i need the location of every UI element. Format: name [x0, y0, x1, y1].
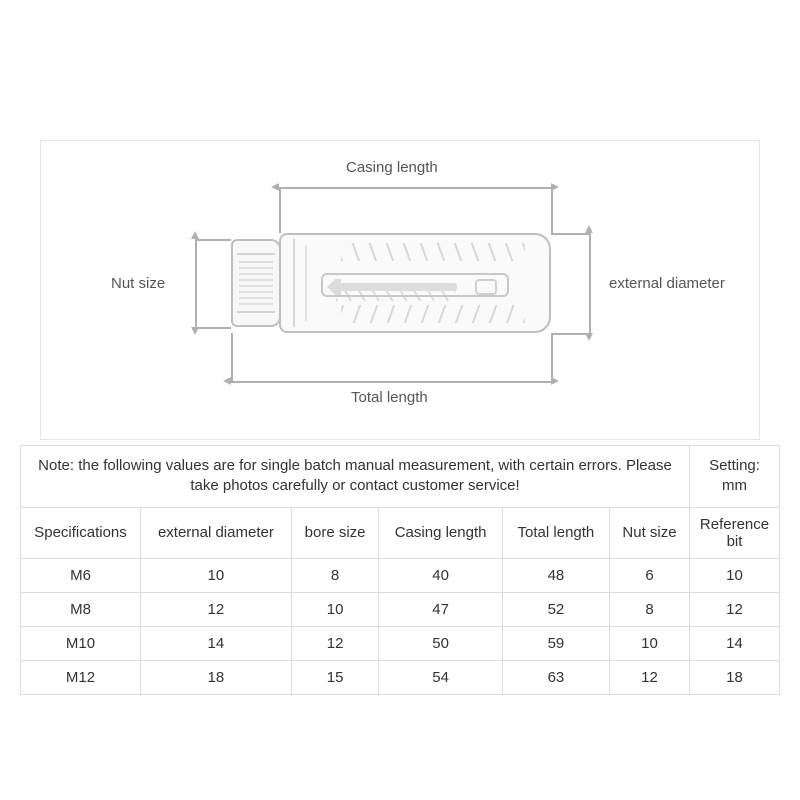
cell-total: 63 — [502, 660, 609, 694]
cell-extdia: 10 — [141, 558, 292, 592]
cell-bore: 8 — [291, 558, 379, 592]
dim-arrow-nut-u — [191, 231, 199, 239]
cell-spec: M8 — [21, 592, 141, 626]
cell-nut: 12 — [610, 660, 690, 694]
dim-arrow-casing-l — [271, 183, 279, 191]
cell-extdia: 14 — [141, 626, 292, 660]
spec-table: Note: the following values are for singl… — [20, 445, 780, 695]
dim-ext-nut-b — [195, 327, 231, 329]
dim-line-casing — [279, 187, 551, 189]
casing-stop — [475, 279, 497, 295]
cell-extdia: 18 — [141, 660, 292, 694]
cell-casing: 50 — [379, 626, 502, 660]
th-bore: bore size — [291, 507, 379, 558]
th-extdia: external diameter — [141, 507, 292, 558]
th-nut: Nut size — [610, 507, 690, 558]
table-row: M8 12 10 47 52 8 12 — [21, 592, 780, 626]
dim-line-nut — [195, 239, 197, 327]
th-refbit: Reference bit — [690, 507, 780, 558]
dim-ext-extdia-t — [551, 233, 589, 235]
dim-arrow-total-l — [223, 377, 231, 385]
th-spec: Specifications — [21, 507, 141, 558]
table-note: Note: the following values are for singl… — [21, 446, 690, 508]
dim-label-nut: Nut size — [111, 275, 165, 292]
dim-label-casing: Casing length — [346, 159, 438, 176]
anchor-sketch — [231, 233, 551, 333]
cell-bore: 15 — [291, 660, 379, 694]
dim-line-extdia — [589, 233, 591, 333]
dim-ext-casing-l — [279, 187, 281, 233]
cell-total: 59 — [502, 626, 609, 660]
cell-bore: 10 — [291, 592, 379, 626]
table-row: M10 14 12 50 59 10 14 — [21, 626, 780, 660]
dim-ext-extdia-b — [551, 333, 589, 335]
cell-extdia: 12 — [141, 592, 292, 626]
cell-nut: 6 — [610, 558, 690, 592]
anchor-casing — [279, 233, 551, 333]
dim-label-extdia: external diameter — [609, 275, 725, 292]
cell-nut: 10 — [610, 626, 690, 660]
cell-total: 52 — [502, 592, 609, 626]
dim-line-total — [231, 381, 551, 383]
table-note-row: Note: the following values are for singl… — [21, 446, 780, 508]
dim-ext-nut-t — [195, 239, 231, 241]
anchor-nut-threads — [239, 261, 273, 305]
th-casing: Casing length — [379, 507, 502, 558]
page: Casing length Total length Nut size exte… — [0, 0, 800, 800]
cell-total: 48 — [502, 558, 609, 592]
casing-pin — [333, 283, 457, 291]
cell-casing: 54 — [379, 660, 502, 694]
table-setting: Setting: mm — [690, 446, 780, 508]
table-row: M6 10 8 40 48 6 10 — [21, 558, 780, 592]
cell-nut: 8 — [610, 592, 690, 626]
diagram-frame: Casing length Total length Nut size exte… — [40, 140, 760, 440]
cell-refbit: 14 — [690, 626, 780, 660]
casing-hatch-top — [341, 243, 525, 261]
cell-refbit: 12 — [690, 592, 780, 626]
casing-seam — [293, 239, 295, 327]
casing-seam2 — [305, 245, 307, 321]
cell-refbit: 10 — [690, 558, 780, 592]
dim-arrow-extdia-u — [585, 225, 593, 233]
casing-slot — [321, 273, 509, 297]
cell-spec: M12 — [21, 660, 141, 694]
dim-label-total: Total length — [351, 389, 428, 406]
casing-hatch-bottom — [341, 305, 525, 323]
dim-ext-total-r — [551, 333, 553, 381]
anchor-nut — [231, 239, 281, 327]
dim-ext-total-l — [231, 333, 233, 381]
table-header-row: Specifications external diameter bore si… — [21, 507, 780, 558]
cell-spec: M6 — [21, 558, 141, 592]
dim-ext-casing-r — [551, 187, 553, 233]
th-total: Total length — [502, 507, 609, 558]
cell-refbit: 18 — [690, 660, 780, 694]
cell-bore: 12 — [291, 626, 379, 660]
cell-casing: 40 — [379, 558, 502, 592]
cell-casing: 47 — [379, 592, 502, 626]
table-row: M12 18 15 54 63 12 18 — [21, 660, 780, 694]
cell-spec: M10 — [21, 626, 141, 660]
